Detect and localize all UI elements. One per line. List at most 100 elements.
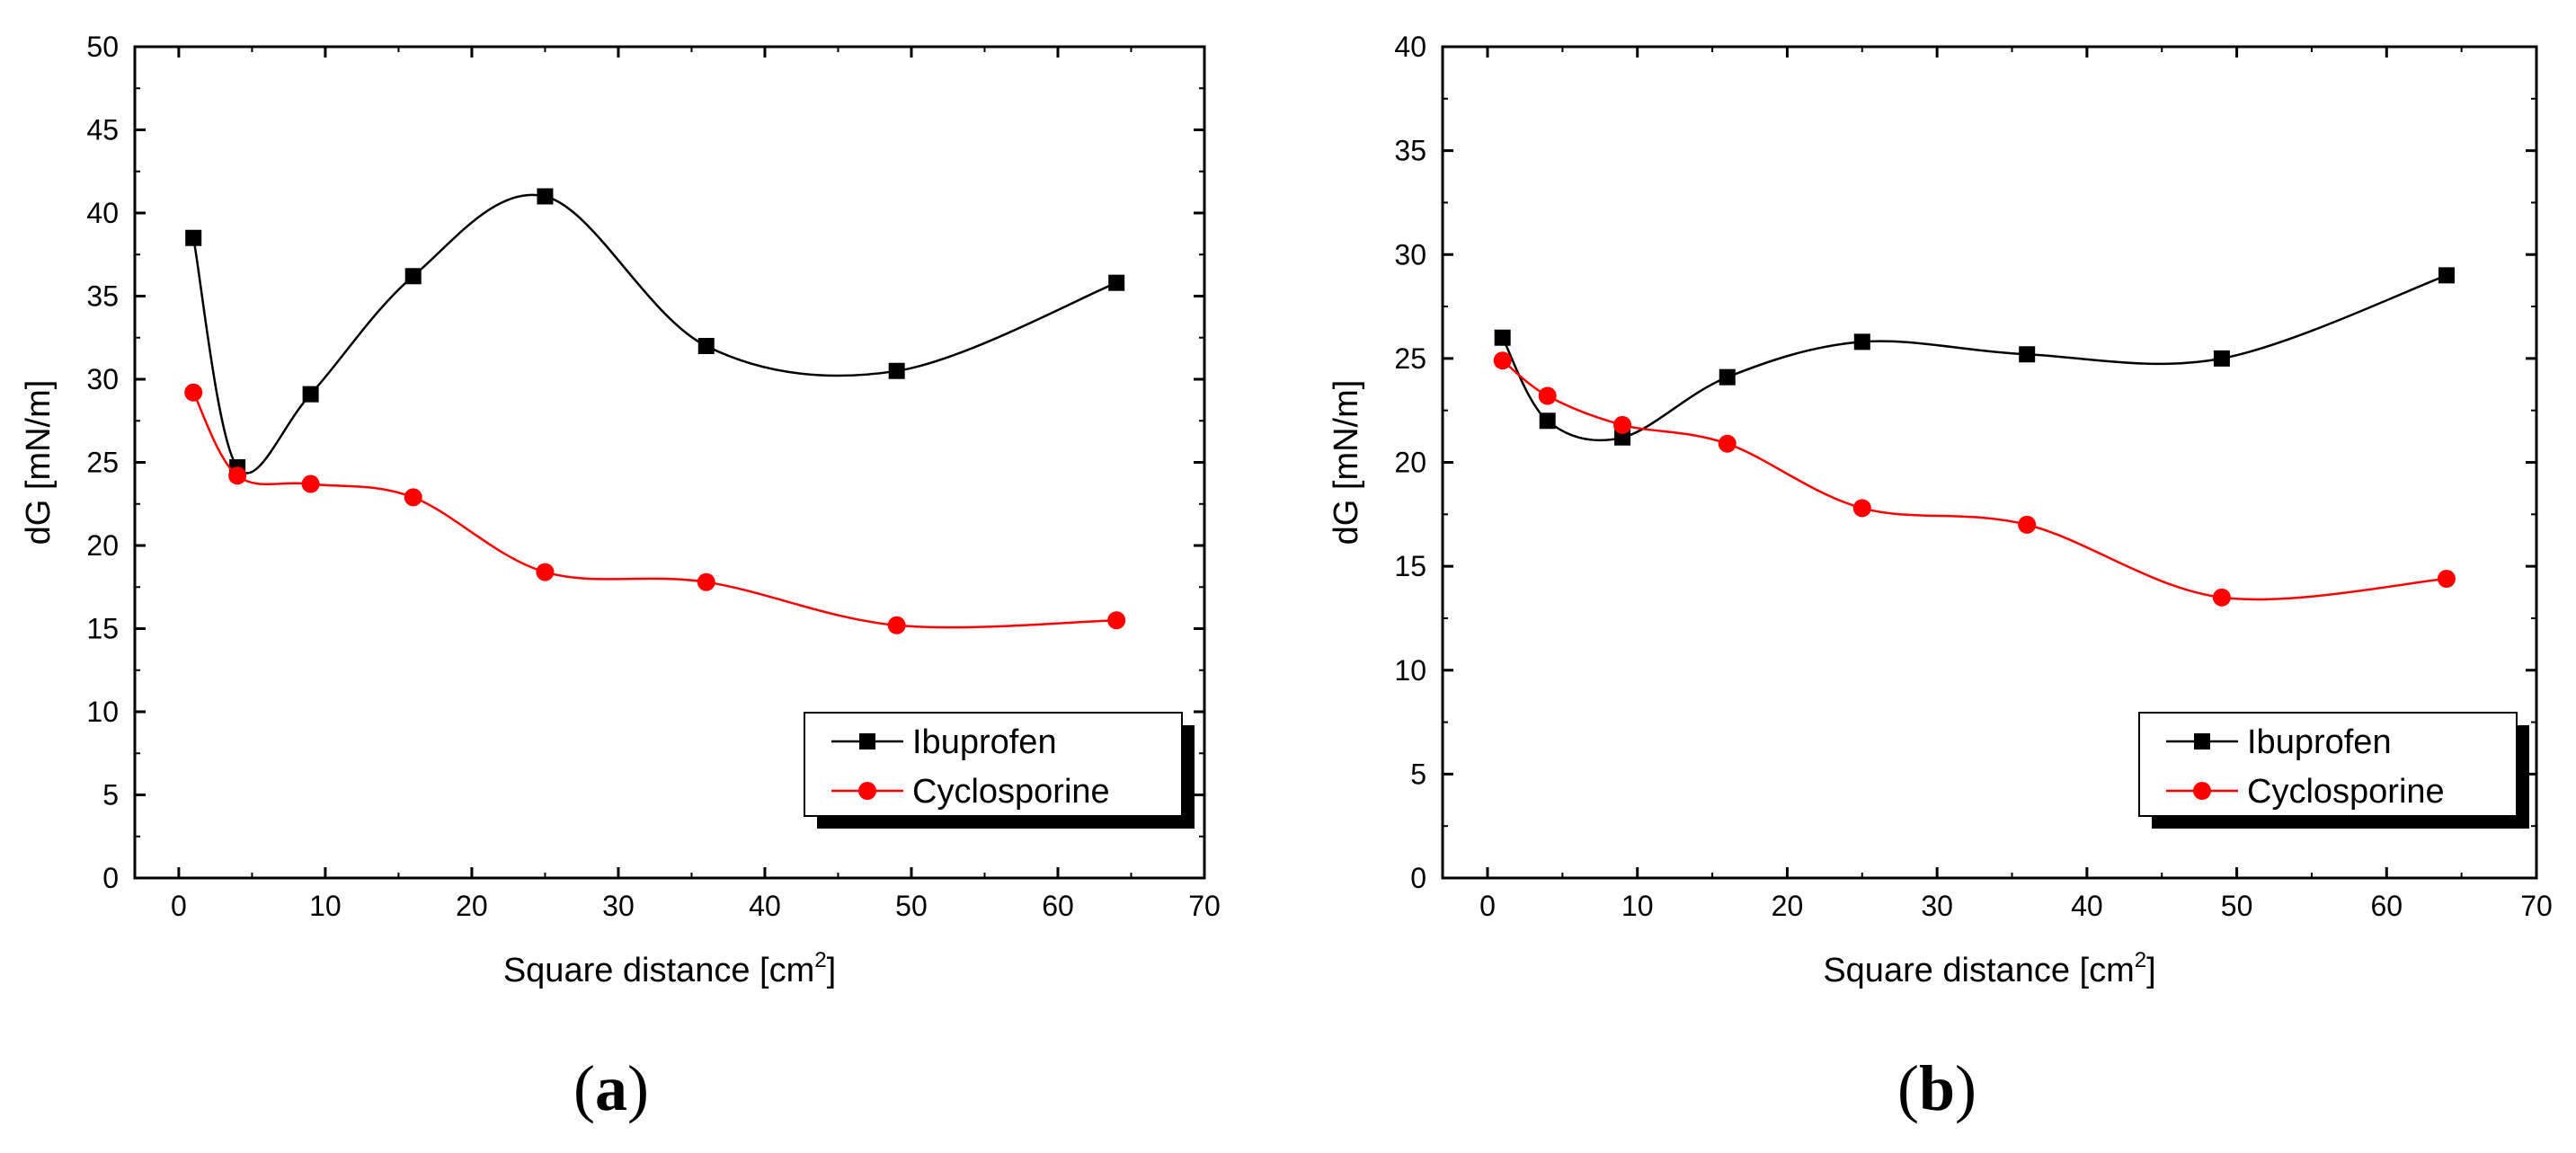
panel-label-letter: a <box>595 1052 627 1124</box>
x-tick-label: 0 <box>171 890 187 922</box>
fit-curve-cyclosporine <box>192 392 1117 629</box>
x-tick-label: 70 <box>2520 890 2553 922</box>
y-tick-label: 40 <box>1394 31 1426 63</box>
data-point-cyclosporine <box>2212 588 2231 607</box>
y-tick-label: 35 <box>86 280 119 313</box>
series-cyclosporine <box>1493 351 2456 607</box>
x-axis-title-main: Square distance [cm <box>1823 952 2134 989</box>
data-point-ibuprofen <box>404 268 422 285</box>
data-point-cyclosporine <box>1538 386 1557 405</box>
data-point-cyclosporine <box>697 572 715 591</box>
legend-marker-ibuprofen <box>859 733 875 749</box>
y-tick-label: 15 <box>86 613 119 645</box>
x-tick-label: 30 <box>602 890 635 922</box>
panel-label-open: ( <box>573 1052 595 1124</box>
y-tick-label: 0 <box>1410 862 1426 894</box>
x-tick-label: 30 <box>1921 890 1953 922</box>
legend-marker-ibuprofen <box>2194 733 2210 749</box>
data-point-cyclosporine <box>1107 611 1126 630</box>
series-cyclosporine <box>184 383 1126 634</box>
x-tick-label: 20 <box>456 890 488 922</box>
legend-marker-cyclosporine <box>858 782 876 800</box>
data-point-ibuprofen <box>697 338 715 354</box>
data-point-ibuprofen <box>185 229 202 246</box>
x-axis-title-end: ] <box>2146 952 2156 989</box>
fit-curve-ibuprofen <box>191 193 1117 475</box>
fit-curve-cyclosporine <box>1501 359 2447 601</box>
x-axis-title-end: ] <box>827 952 837 989</box>
y-tick-label: 45 <box>86 114 119 146</box>
data-point-cyclosporine <box>2018 515 2037 534</box>
x-tick-label: 50 <box>895 890 928 922</box>
x-tick-label: 40 <box>2071 890 2103 922</box>
y-tick-label: 20 <box>86 529 119 562</box>
data-point-cyclosporine <box>301 475 320 493</box>
chart-panel-a: 0 10 20 30 40 50 60 70 0 5 10 15 20 25 30 35 40 45 50 Squar… <box>20 31 1221 1124</box>
data-point-cyclosporine <box>887 616 906 634</box>
data-point-ibuprofen <box>537 188 554 205</box>
data-point-cyclosporine <box>1493 351 1512 370</box>
data-point-cyclosporine <box>228 466 247 485</box>
x-tick-label: 0 <box>1479 890 1496 922</box>
data-point-ibuprofen <box>1614 429 1631 446</box>
y-tick-label: 10 <box>1394 654 1426 687</box>
legend-label-cyclosporine: Cyclosporine <box>2247 773 2445 811</box>
panel-label-open: ( <box>1897 1052 1919 1124</box>
legend-label-ibuprofen: Ibuprofen <box>912 723 1057 761</box>
data-point-ibuprofen <box>888 362 905 379</box>
data-point-ibuprofen <box>1539 412 1556 430</box>
y-tick-label: 25 <box>1394 342 1426 375</box>
y-tick-label: 20 <box>1394 447 1426 479</box>
data-point-cyclosporine <box>536 563 555 581</box>
data-point-cyclosporine <box>404 488 422 507</box>
data-point-ibuprofen <box>302 386 319 403</box>
y-tick-label: 35 <box>1394 135 1426 167</box>
y-tick-label: 15 <box>1394 550 1426 582</box>
x-axis-title: Square distance [cm2] <box>1823 948 2155 989</box>
y-tick-label: 5 <box>1410 758 1426 790</box>
y-tick-label: 40 <box>86 197 119 229</box>
data-point-ibuprofen <box>2019 346 2036 363</box>
legend: Ibuprofen Cyclosporine <box>804 712 1195 829</box>
legend-marker-cyclosporine <box>2193 782 2211 800</box>
panel-label-letter: b <box>1919 1052 1955 1124</box>
data-point-ibuprofen <box>1719 368 1736 386</box>
x-tick-label: 40 <box>749 890 781 922</box>
legend: Ibuprofen Cyclosporine <box>2138 712 2529 829</box>
fit-curve-ibuprofen <box>1501 274 2447 442</box>
data-point-cyclosporine <box>1852 499 1871 518</box>
y-tick-label: 30 <box>86 363 119 395</box>
series-ibuprofen <box>185 188 1125 476</box>
y-tick-label: 30 <box>1394 238 1426 271</box>
y-tick-label: 10 <box>86 696 119 728</box>
y-axis-title: dG [mN/m] <box>1328 380 1365 545</box>
data-point-ibuprofen <box>1853 333 1870 350</box>
x-tick-label: 50 <box>2221 890 2253 922</box>
panel-label-close: ) <box>1955 1052 1976 1124</box>
x-tick-label: 10 <box>309 890 342 922</box>
x-tick-label: 20 <box>1772 890 1804 922</box>
data-point-ibuprofen <box>1494 329 1511 346</box>
legend-label-cyclosporine: Cyclosporine <box>912 773 1110 811</box>
x-tick-label: 60 <box>1042 890 1074 922</box>
series-ibuprofen <box>1494 267 2455 446</box>
panel-label: (b) <box>1897 1052 1976 1124</box>
y-axis-title: dG [mN/m] <box>20 380 58 545</box>
y-tick-label: 50 <box>86 31 119 63</box>
x-axis-title: Square distance [cm2] <box>503 948 836 989</box>
legend-label-ibuprofen: Ibuprofen <box>2247 723 2392 761</box>
panel-label-close: ) <box>627 1052 649 1124</box>
data-point-cyclosporine <box>1718 434 1737 453</box>
y-tick-label: 0 <box>102 862 119 894</box>
x-tick-label: 60 <box>2370 890 2403 922</box>
x-axis-title-superscript: 2 <box>814 948 826 972</box>
data-point-ibuprofen <box>2438 267 2455 284</box>
y-tick-label: 5 <box>102 779 119 812</box>
panel-label: (a) <box>573 1052 649 1124</box>
data-point-cyclosporine <box>184 383 203 402</box>
chart-panel-b: 0 10 20 30 40 50 60 70 0 5 10 15 20 25 30 35 40 Square di… <box>1328 31 2553 1124</box>
data-point-cyclosporine <box>2437 570 2456 588</box>
data-point-ibuprofen <box>1108 274 1125 291</box>
x-axis-title-superscript: 2 <box>2135 948 2146 972</box>
